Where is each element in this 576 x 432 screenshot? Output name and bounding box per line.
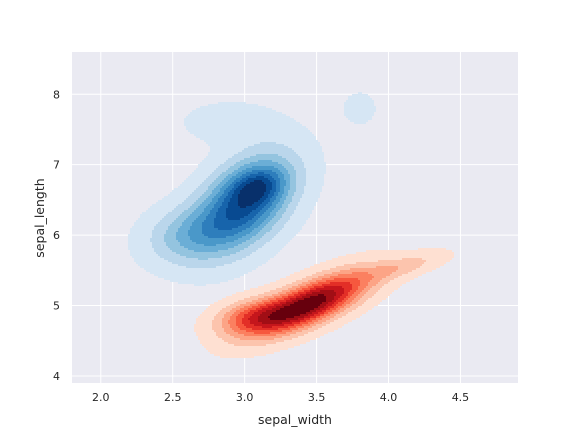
density-level-9 bbox=[268, 294, 326, 320]
density-level-9 bbox=[238, 180, 266, 208]
kde-series-reds bbox=[194, 248, 454, 358]
y-tick-label: 8 bbox=[53, 88, 60, 101]
x-tick-label: 3.0 bbox=[236, 391, 254, 404]
y-tick-label: 7 bbox=[53, 159, 60, 172]
y-axis-label: sepal_length bbox=[32, 178, 47, 257]
tick-labels: 2.0 2.5 3.0 3.5 4.0 4.5 4 5 6 7 8 bbox=[53, 88, 469, 404]
x-tick-label: 4.0 bbox=[380, 391, 398, 404]
x-tick-label: 4.5 bbox=[452, 391, 470, 404]
y-tick-label: 4 bbox=[53, 370, 60, 383]
y-tick-label: 5 bbox=[53, 300, 60, 313]
density-contours bbox=[128, 92, 454, 358]
x-tick-label: 2.5 bbox=[164, 391, 182, 404]
x-tick-label: 3.5 bbox=[308, 391, 326, 404]
x-tick-label: 2.0 bbox=[92, 391, 110, 404]
y-tick-label: 6 bbox=[53, 229, 60, 242]
kde-series-blues bbox=[128, 92, 376, 286]
x-axis-label: sepal_width bbox=[258, 412, 332, 427]
